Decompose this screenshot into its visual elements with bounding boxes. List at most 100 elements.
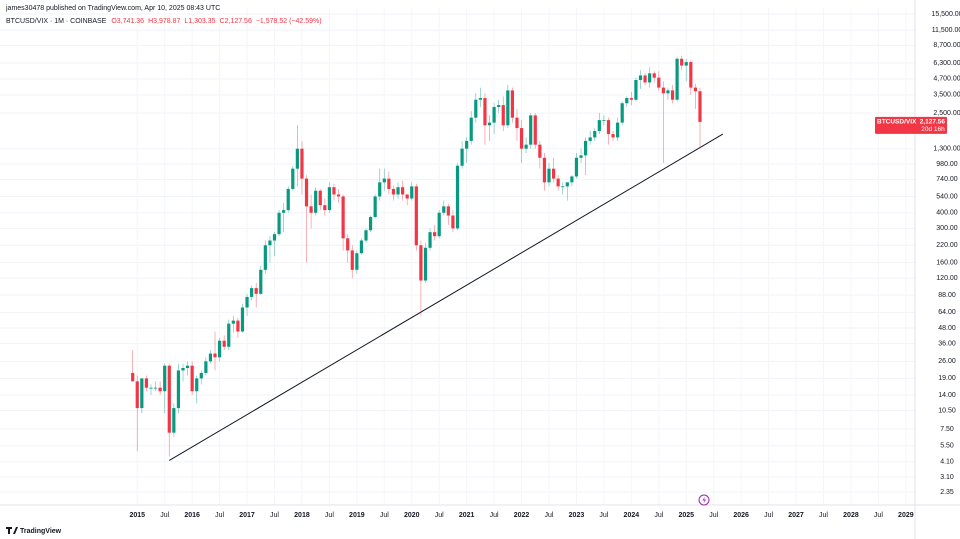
candle-body xyxy=(282,210,286,213)
candle xyxy=(423,242,428,283)
candle-body xyxy=(140,378,144,409)
candle xyxy=(240,303,245,333)
candle xyxy=(593,128,597,141)
candle xyxy=(483,93,487,145)
candle xyxy=(410,182,414,201)
candle xyxy=(689,60,693,95)
candle xyxy=(346,234,350,263)
candle-body xyxy=(455,165,460,229)
candle xyxy=(666,87,670,100)
candle-body xyxy=(199,372,203,379)
x-tick-label: 2018 xyxy=(294,512,310,519)
candle xyxy=(368,215,373,233)
candle-body xyxy=(487,122,492,126)
candle-body xyxy=(661,87,665,94)
candle xyxy=(405,194,409,206)
y-tick-label: 2,500.00 xyxy=(933,110,960,117)
y-tick-label: 3.10 xyxy=(940,474,954,481)
candle-body xyxy=(401,187,405,195)
candle xyxy=(474,93,478,123)
candle-body xyxy=(382,178,386,183)
candle xyxy=(204,357,208,376)
candle xyxy=(542,153,547,191)
y-tick-label: 5.50 xyxy=(940,443,954,450)
candle xyxy=(167,363,171,457)
candle xyxy=(295,125,299,187)
ohlc-value: C2,127.56 xyxy=(220,18,252,25)
candle xyxy=(272,232,277,257)
candle xyxy=(144,375,148,392)
candle xyxy=(341,194,345,251)
candle xyxy=(387,171,391,195)
x-tick-label: Jul xyxy=(270,512,279,519)
candle xyxy=(561,182,565,195)
candle xyxy=(570,175,574,187)
candle xyxy=(606,117,611,145)
x-tick-label: 2028 xyxy=(843,512,859,519)
candle-body xyxy=(318,190,322,206)
candle-body xyxy=(245,296,249,308)
candle-body xyxy=(332,187,336,195)
candle xyxy=(176,363,181,414)
candle xyxy=(529,113,533,149)
candle-body xyxy=(364,230,368,241)
logo xyxy=(6,527,18,534)
candle-body xyxy=(410,186,414,199)
candle xyxy=(629,91,633,106)
candle-body xyxy=(629,98,633,100)
candle xyxy=(282,202,286,233)
candle-body xyxy=(163,365,167,392)
ohlc-value: H3,978.87 xyxy=(148,18,180,25)
y-tick-label: 980.00 xyxy=(936,161,958,168)
x-tick-label: 2019 xyxy=(349,512,365,519)
symbol-line: BTCUSD/VIX · 1M · COINBASE xyxy=(6,18,107,25)
x-tick-label: Jul xyxy=(819,512,828,519)
candle xyxy=(524,137,528,154)
candle xyxy=(574,153,579,179)
candle xyxy=(648,67,652,88)
candle-body xyxy=(314,190,318,213)
x-tick-label: Jul xyxy=(545,512,554,519)
candle-body xyxy=(460,148,464,166)
candle-body xyxy=(286,188,290,211)
candle xyxy=(501,96,505,132)
x-tick-label: Jul xyxy=(874,512,883,519)
candle-body xyxy=(259,269,263,294)
candle-body xyxy=(153,387,158,389)
candle-body xyxy=(350,250,354,270)
candle-body xyxy=(680,58,684,66)
candle xyxy=(670,84,675,104)
candle-body xyxy=(474,99,478,118)
candle-body xyxy=(172,408,176,433)
y-tick-label: 220.00 xyxy=(936,242,958,249)
candle xyxy=(693,83,697,109)
candle xyxy=(327,182,331,213)
y-tick-label: 36.00 xyxy=(938,340,956,347)
candle xyxy=(199,370,203,385)
candle-body xyxy=(693,87,697,92)
candle-body xyxy=(250,288,254,297)
candle-body xyxy=(561,186,565,188)
y-tick-label: 15,500.00 xyxy=(931,11,960,18)
y-tick-label: 26.00 xyxy=(938,358,956,365)
candle xyxy=(469,111,473,145)
candle-body xyxy=(158,387,162,392)
candle-body xyxy=(657,77,661,88)
candle-body xyxy=(492,106,496,123)
candle-body xyxy=(442,206,446,213)
candle-body xyxy=(240,307,245,332)
candle xyxy=(551,157,556,183)
candle-body xyxy=(405,194,409,199)
candle-body xyxy=(208,353,213,362)
x-tick-label: Jul xyxy=(654,512,663,519)
candle-body xyxy=(574,157,579,177)
candle xyxy=(149,384,153,395)
candle-body xyxy=(519,128,524,149)
x-tick-label: 2027 xyxy=(788,512,804,519)
candle xyxy=(131,350,135,382)
candle-body xyxy=(465,140,469,149)
x-tick-label: 2016 xyxy=(184,512,200,519)
candle-body xyxy=(227,323,231,347)
candle-body xyxy=(185,365,190,369)
